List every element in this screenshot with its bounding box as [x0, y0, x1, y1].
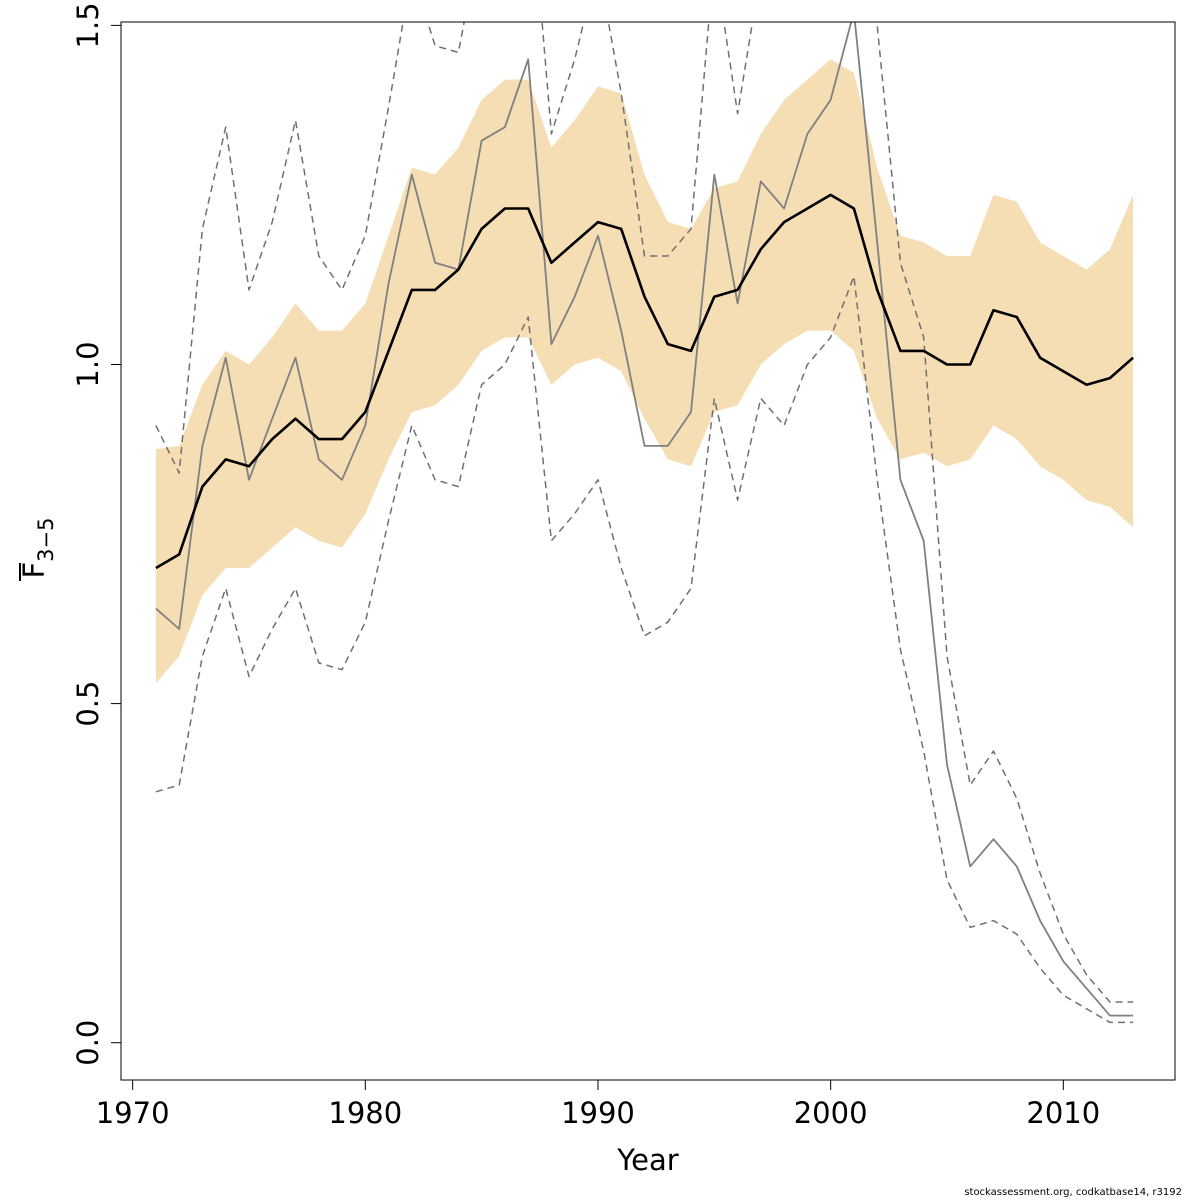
- x-tick-label: 1980: [328, 1096, 402, 1130]
- y-axis-title: F3−5: [17, 517, 58, 581]
- alternative-lower-line: [155, 275, 1134, 1024]
- x-tick-label: 1990: [561, 1096, 635, 1130]
- svg-text:F3−5: F3−5: [17, 517, 58, 578]
- x-axis: 1970 1980 1990 2000 2010: [96, 1080, 1100, 1130]
- alternative-estimate-line: [155, 22, 1134, 1017]
- y-tick-label: 1.5: [71, 2, 105, 48]
- y-tick-label: 1.0: [71, 341, 105, 387]
- x-tick-label: 1970: [96, 1096, 170, 1130]
- alternative-upper-line: [155, 22, 1134, 1003]
- x-tick-label: 2010: [1026, 1096, 1100, 1130]
- x-tick-label: 2000: [794, 1096, 868, 1130]
- y-tick-label: 0.5: [71, 681, 105, 727]
- y-axis-title-subscript: 3−5: [34, 517, 58, 561]
- main-estimate-line: [155, 193, 1134, 570]
- footer-credit: stockassessment.org, codkatbase14, r3192: [964, 1187, 1182, 1198]
- plot-frame: [120, 21, 1176, 1081]
- confidence-band: [155, 59, 1134, 684]
- x-axis-title: Year: [616, 1143, 678, 1177]
- y-tick-label: 0.0: [71, 1020, 105, 1066]
- y-axis-title-main: F: [17, 562, 51, 579]
- plot-area: [155, 22, 1134, 1024]
- y-axis: 0.0 0.5 1.0 1.5: [71, 2, 121, 1066]
